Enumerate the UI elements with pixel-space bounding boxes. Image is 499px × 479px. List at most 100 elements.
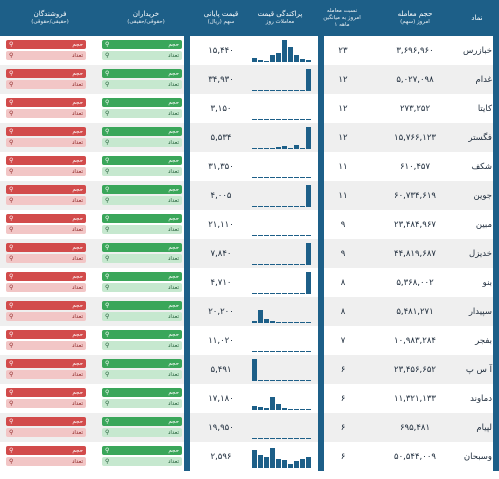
buyers-volume-bar: ⚲ حجم [102, 388, 182, 397]
person-icon: ⚲ [105, 128, 110, 135]
ratio-cell: ۲۳ [338, 45, 348, 56]
table-row: جوین ۶۰,۷۳۴,۶۱۹ ۱۱ ۴,۰۰۵ ⚲ حجم ⚲ تعداد ⚲ حجم ⚲ تعدا… [0, 181, 499, 210]
dispersion-chart [250, 181, 311, 210]
dispersion-bar [300, 90, 305, 91]
dispersion-bar [270, 397, 275, 410]
symbol-cell[interactable]: لپیام [476, 422, 492, 433]
person-icon: ⚲ [9, 197, 14, 204]
person-icon: ⚲ [105, 244, 110, 251]
dispersion-bar [282, 264, 287, 265]
person-icon: ⚲ [105, 284, 110, 291]
person-icon: ⚲ [9, 273, 14, 280]
dispersion-bar [300, 119, 305, 120]
symbol-cell[interactable]: خدیزل [469, 248, 492, 259]
price-cell: ۷,۸۴۰ [210, 248, 232, 259]
header-volume: حجم معامله امروز (سهم) [397, 10, 433, 25]
dispersion-bar [294, 409, 299, 410]
table-row: بنو ۵,۳۶۸,۰۰۲ ۸ ۴,۷۱۰ ⚲ حجم ⚲ تعداد ⚲ حجم ⚲ تعداد [0, 268, 499, 297]
dispersion-bar [294, 206, 299, 207]
ratio-cell: ۸ [340, 277, 346, 288]
person-icon: ⚲ [105, 360, 110, 367]
sellers-volume-bar: ⚲ حجم [6, 388, 86, 397]
dispersion-bar [276, 206, 281, 207]
dispersion-bar [288, 235, 293, 236]
symbol-cell[interactable]: آ س پ [465, 364, 492, 375]
dispersion-bar [258, 293, 263, 294]
price-accent [184, 326, 190, 355]
buyers-volume-bar: ⚲ حجم [102, 156, 182, 165]
dispersion-bar [288, 264, 293, 265]
buyers-count-bar: ⚲ تعداد [102, 254, 182, 263]
ratio-cell: ۶ [340, 451, 346, 462]
symbol-cell[interactable]: بنو [482, 277, 492, 288]
ratio-accent [318, 94, 324, 123]
dispersion-bar [258, 455, 263, 468]
price-cell: ۳۴,۹۳۰ [208, 74, 234, 85]
symbol-cell[interactable]: سپیدار [468, 306, 492, 317]
dispersion-bar [288, 293, 293, 294]
symbol-cell[interactable]: خبازرس [463, 45, 492, 56]
dispersion-bar [282, 351, 287, 352]
dispersion-bar [270, 55, 275, 62]
buyers-count-bar: ⚲ تعداد [102, 428, 182, 437]
dispersion-bar [252, 406, 257, 410]
dispersion-bar [276, 147, 281, 149]
ratio-accent [318, 181, 324, 210]
row-accent [493, 36, 499, 65]
sellers-volume-bar: ⚲ حجم [6, 69, 86, 78]
symbol-cell[interactable]: کایتا [477, 103, 492, 114]
dispersion-bar [282, 293, 287, 294]
dispersion-bar [258, 90, 263, 91]
person-icon: ⚲ [9, 81, 14, 88]
symbol-cell[interactable]: فگستر [468, 132, 492, 143]
dispersion-bar [252, 90, 257, 91]
table-row: وسبحان ۵۰,۵۴۴,۰۰۹ ۶ ۲,۵۹۶ ⚲ حجم ⚲ تعداد ⚲ حجم ⚲ تعد… [0, 442, 499, 471]
dispersion-bar [282, 408, 287, 410]
volume-cell: ۶۱۰,۴۵۷ [399, 161, 431, 172]
row-accent [493, 152, 499, 181]
dispersion-chart [250, 94, 311, 123]
row-accent [493, 239, 499, 268]
dispersion-chart [250, 297, 311, 326]
dispersion-chart [250, 384, 311, 413]
person-icon: ⚲ [105, 41, 110, 48]
symbol-cell[interactable]: بفجر [475, 335, 492, 346]
ratio-cell: ۹ [340, 248, 346, 259]
ratio-accent [318, 36, 324, 65]
price-accent [184, 239, 190, 268]
price-cell: ۳,۱۵۰ [210, 103, 232, 114]
dispersion-bar [288, 409, 293, 410]
dispersion-bar [258, 60, 263, 62]
table-row: شکف ۶۱۰,۴۵۷ ۱۱ ۳۱,۳۵۰ ⚲ حجم ⚲ تعداد ⚲ حجم ⚲ تعداد [0, 152, 499, 181]
row-accent [493, 442, 499, 471]
dispersion-bar [258, 264, 263, 265]
price-accent [184, 152, 190, 181]
volume-cell: ۵,۴۸۱,۲۷۱ [396, 306, 434, 317]
dispersion-bar [306, 351, 311, 352]
dispersion-bar [288, 206, 293, 207]
dispersion-bar [258, 119, 263, 120]
person-icon: ⚲ [105, 197, 110, 204]
table-row: بفجر ۱۰,۹۸۳,۲۸۴ ۷ ۱۱,۰۲۰ ⚲ حجم ⚲ تعداد ⚲ حجم ⚲ تعدا… [0, 326, 499, 355]
symbol-cell[interactable]: جوین [473, 190, 492, 201]
person-icon: ⚲ [9, 313, 14, 320]
sellers-volume-bar: ⚲ حجم [6, 301, 86, 310]
symbol-cell[interactable]: شکف [471, 161, 492, 172]
symbol-cell[interactable]: وسبحان [463, 451, 492, 462]
symbol-cell[interactable]: غدام [475, 74, 492, 85]
dispersion-chart [250, 36, 311, 65]
symbol-cell[interactable]: مبین [475, 219, 492, 230]
buyers-count-bar: ⚲ تعداد [102, 283, 182, 292]
dispersion-bar [276, 459, 281, 468]
ratio-cell: ۱۲ [338, 132, 348, 143]
dispersion-bar [288, 177, 293, 178]
person-icon: ⚲ [9, 389, 14, 396]
person-icon: ⚲ [9, 371, 14, 378]
symbol-cell[interactable]: دماوند [470, 393, 492, 404]
header-price: قیمت پایانی سهم (ریال) [203, 10, 239, 25]
ratio-accent [318, 355, 324, 384]
dispersion-bar [282, 90, 287, 91]
table-row: مبین ۲۳,۴۸۴,۹۶۷ ۹ ۲۱,۱۱۰ ⚲ حجم ⚲ تعداد ⚲ حجم ⚲ تعدا… [0, 210, 499, 239]
buyers-count-bar: ⚲ تعداد [102, 109, 182, 118]
dispersion-bar [252, 177, 257, 178]
